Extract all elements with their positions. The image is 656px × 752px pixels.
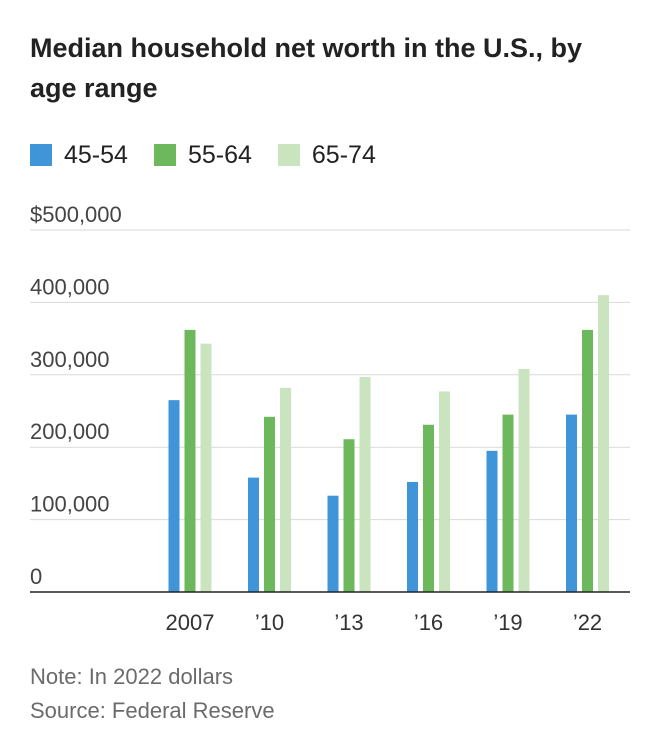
bar-65-74-1 [280, 387, 291, 592]
y-tick-label-1: 100,000 [30, 492, 110, 517]
legend-swatch-55-64 [153, 144, 176, 166]
bar-45-54-0 [168, 400, 180, 592]
bar-55-64-3 [423, 424, 434, 592]
x-tick-label-4: ’19 [493, 610, 522, 635]
legend-label-45-54: 45-54 [64, 140, 128, 169]
bar-55-64-0 [184, 329, 196, 592]
bar-45-54-2 [327, 495, 339, 592]
x-tick-label-0: 2007 [166, 610, 215, 635]
bar-45-54-1 [248, 477, 259, 592]
bar-45-54-4 [486, 450, 498, 592]
x-tick-label-5: ’22 [573, 610, 602, 635]
y-tick-label-0: 0 [30, 564, 42, 589]
bar-55-64-1 [264, 416, 275, 592]
bar-65-74-3 [439, 391, 450, 592]
x-tick-label-2: ’13 [334, 610, 363, 635]
legend-item-55-64: 55-64 [153, 140, 252, 170]
y-tick-label-3: 300,000 [30, 347, 110, 372]
bars [168, 295, 609, 592]
chart-note: Note: In 2022 dollars [30, 664, 234, 689]
x-tick-label-1: ’10 [255, 610, 284, 635]
chart-footnotes: Note: In 2022 dollars Source: Federal Re… [30, 660, 275, 728]
x-tick-label-3: ’16 [414, 610, 443, 635]
chart-source: Source: Federal Reserve [30, 698, 275, 723]
legend-swatch-65-74 [277, 144, 300, 166]
bar-65-74-2 [359, 376, 371, 592]
y-tick-label-4: 400,000 [30, 274, 110, 299]
bar-55-64-4 [502, 414, 514, 592]
bar-45-54-3 [407, 481, 418, 592]
y-tick-label-2: 200,000 [30, 419, 110, 444]
bar-45-54-5 [566, 414, 577, 592]
bar-55-64-2 [343, 439, 355, 592]
legend-item-65-74: 65-74 [277, 140, 376, 170]
legend-label-55-64: 55-64 [187, 140, 252, 169]
bar-65-74-5 [598, 295, 609, 592]
legend-item-45-54: 45-54 [30, 141, 128, 170]
bar-65-74-4 [518, 369, 530, 592]
chart-title: Median household net worth in the U.S., … [30, 33, 583, 103]
axis-labels: 0 100,000 200,000 300,000 400,000 $500,000 200… [30, 202, 602, 635]
bar-55-64-5 [582, 329, 593, 592]
bar-chart: 0 100,000 200,000 300,000 400,000 $500,000 200… [30, 202, 630, 635]
legend-label-65-74: 65-74 [311, 140, 376, 169]
chart-legend: 45-54 55-64 65-74 [30, 138, 402, 172]
y-tick-label-5: $500,000 [30, 202, 122, 227]
bar-65-74-0 [200, 343, 212, 592]
grid-lines [30, 229, 630, 521]
legend-swatch-45-54 [30, 144, 52, 166]
